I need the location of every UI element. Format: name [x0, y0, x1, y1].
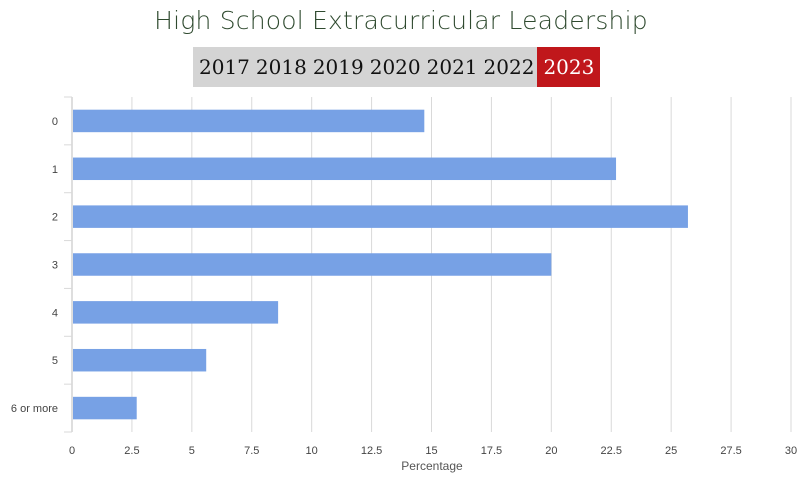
- page-title: High School Extracurricular Leadership: [154, 6, 648, 35]
- y-axis-ticks: 0 1 2 3 4 5 6 or more: [11, 116, 58, 415]
- bar-4[interactable]: [73, 301, 279, 324]
- year-tab-2023[interactable]: 2023: [537, 47, 601, 87]
- x-axis-title: Percentage: [401, 459, 463, 473]
- bar-6-or-more[interactable]: [73, 396, 137, 420]
- x-axis-ticks: 0 2.5 5 7.5 10 12.5 15 17.5 20 22.5 25 27.5 30: [69, 445, 797, 457]
- year-tab-2022[interactable]: 2022: [483, 55, 535, 79]
- bar-0[interactable]: [73, 109, 425, 133]
- y-tick-label: 1: [52, 164, 58, 176]
- y-tick-label: 3: [52, 260, 58, 272]
- x-tick-label: 12.5: [361, 445, 382, 457]
- year-tab-2019[interactable]: 2019: [312, 55, 364, 79]
- year-tab-2017[interactable]: 2017: [199, 55, 250, 79]
- year-tab-2018[interactable]: 2018: [255, 55, 307, 79]
- year-tab-2021[interactable]: 2021: [426, 55, 478, 79]
- x-tick-label: 20: [545, 445, 557, 457]
- x-tick-label: 5: [189, 445, 195, 457]
- x-tick-label: 30: [785, 445, 797, 457]
- x-tick-label: 2.5: [124, 445, 139, 457]
- y-tick-label: 0: [52, 116, 58, 128]
- x-tick-label: 17.5: [481, 445, 502, 457]
- x-tick-label: 15: [425, 445, 437, 457]
- x-tick-label: 22.5: [601, 445, 622, 457]
- y-tick-label: 5: [52, 355, 58, 367]
- x-tick-label: 0: [69, 445, 75, 457]
- x-tick-label: 25: [665, 445, 677, 457]
- bar-5[interactable]: [73, 348, 207, 372]
- x-tick-label: 10: [306, 445, 318, 457]
- y-tick-label: 2: [52, 212, 58, 224]
- y-tick-label: 6 or more: [11, 403, 58, 415]
- bar-1[interactable]: [73, 157, 617, 181]
- y-tick-label: 4: [52, 307, 58, 319]
- bar-3[interactable]: [73, 253, 552, 276]
- bar-2[interactable]: [73, 205, 688, 228]
- x-tick-label: 7.5: [244, 445, 259, 457]
- year-tabs: 2017 2018 2019 2020 2021 2022 2023: [193, 47, 601, 87]
- x-tick-label: 27.5: [720, 445, 741, 457]
- year-tab-2020[interactable]: 2020: [369, 55, 421, 79]
- bars: [73, 109, 688, 420]
